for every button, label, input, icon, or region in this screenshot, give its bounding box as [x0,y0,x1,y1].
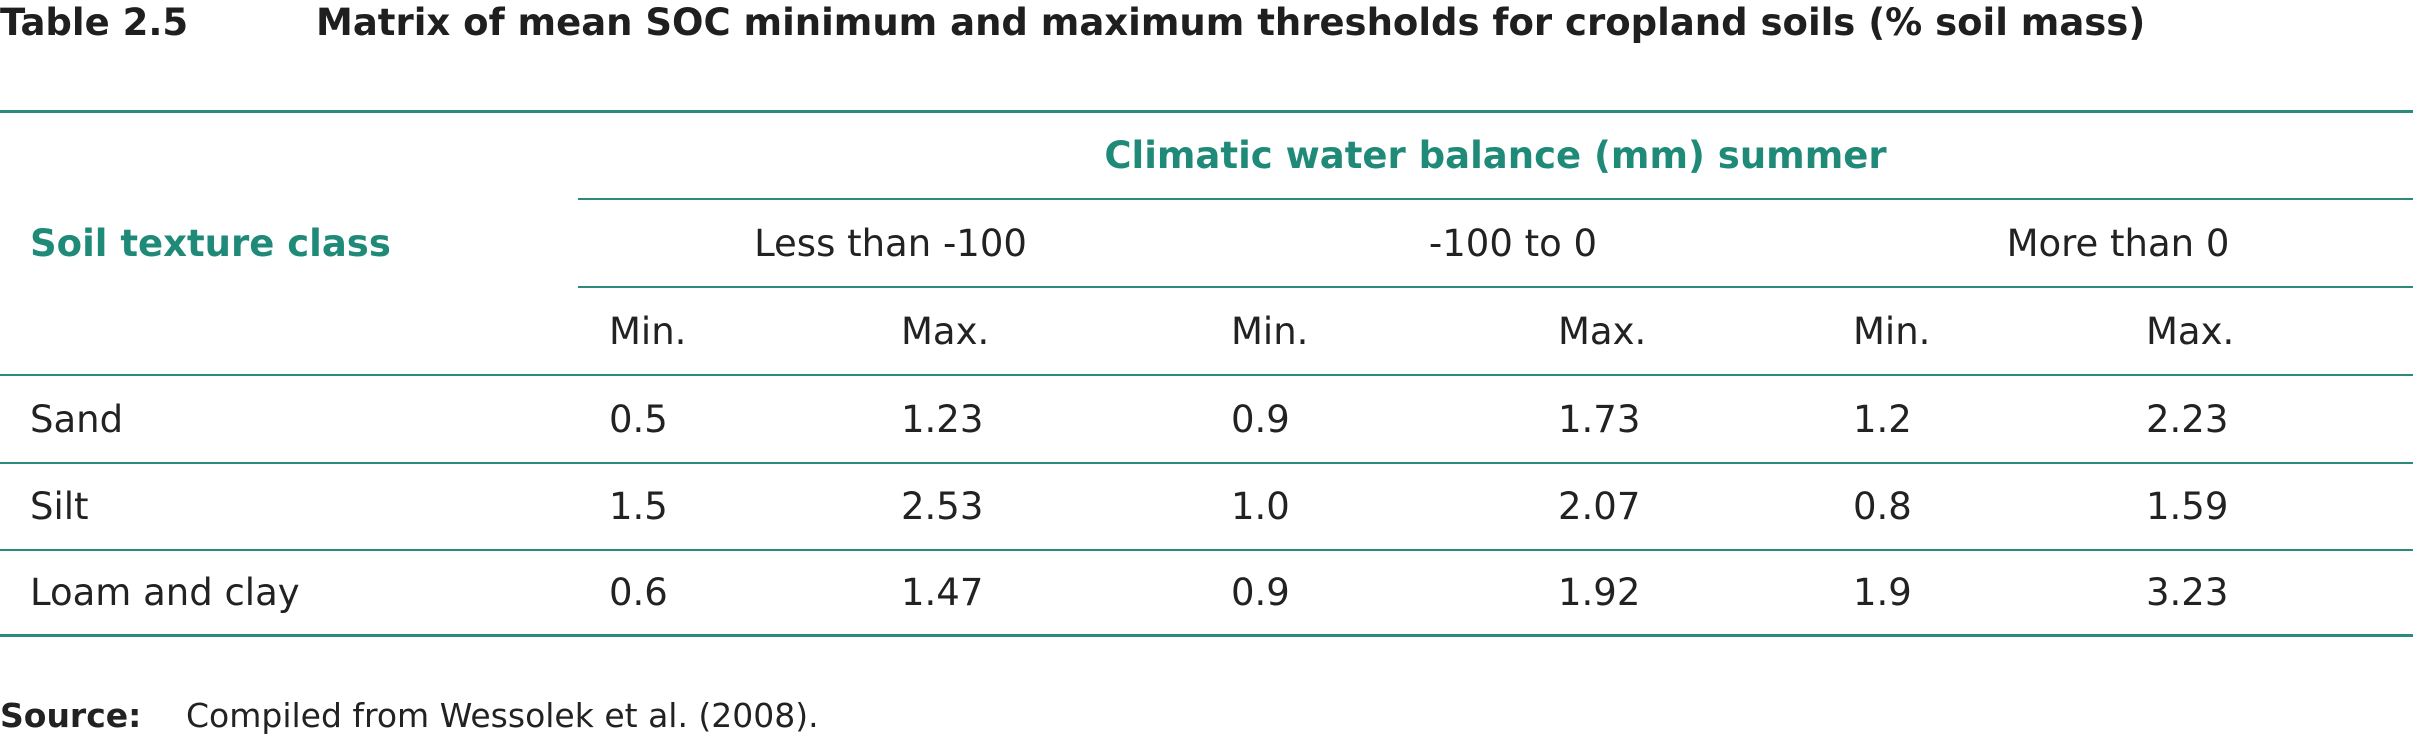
sub-header: Max. [2146,310,2235,353]
sub-header: Max. [901,310,990,353]
table-cell: 0.5 [609,398,668,441]
top-rule [0,110,2413,113]
row-label: Loam and clay [30,571,300,614]
range-header: -100 to 0 [1428,222,1598,265]
table-cell: 0.9 [1231,571,1290,614]
table-cell: 1.73 [1558,398,1641,441]
source-label: Source: [0,696,142,735]
header-bottom-rule [0,374,2413,376]
sub-header: Min. [1853,310,1931,353]
range-header: Less than -100 [754,222,1027,265]
table-cell: 2.07 [1558,485,1641,528]
group-rule [578,198,2413,200]
sub-header: Max. [1558,310,1647,353]
table-cell: 1.59 [2146,485,2229,528]
row-label: Silt [30,485,89,528]
row-rule [0,549,2413,551]
sub-header: Min. [1231,310,1309,353]
bottom-rule [0,634,2413,637]
table-cell: 0.8 [1853,485,1912,528]
source-text: Compiled from Wessolek et al. (2008). [186,696,819,735]
table-cell: 2.23 [2146,398,2229,441]
range-header: More than 0 [2006,222,2230,265]
table-cell: 1.92 [1558,571,1641,614]
table-number: Table 2.5 [0,1,189,44]
row-header: Soil texture class [30,222,391,265]
table-title: Matrix of mean SOC minimum and maximum t… [316,1,2146,44]
table-cell: 1.5 [609,485,668,528]
table-cell: 1.2 [1853,398,1912,441]
sub-header: Min. [609,310,687,353]
table-cell: 3.23 [2146,571,2229,614]
table-cell: 1.9 [1853,571,1912,614]
row-rule [0,462,2413,464]
row-label: Sand [30,398,124,441]
table-cell: 1.0 [1231,485,1290,528]
table-cell: 0.9 [1231,398,1290,441]
table-cell: 1.47 [901,571,984,614]
table-cell: 0.6 [609,571,668,614]
table-cell: 1.23 [901,398,984,441]
range-rule [578,286,2413,288]
group-header: Climatic water balance (mm) summer [1104,134,1887,177]
table-cell: 2.53 [901,485,984,528]
